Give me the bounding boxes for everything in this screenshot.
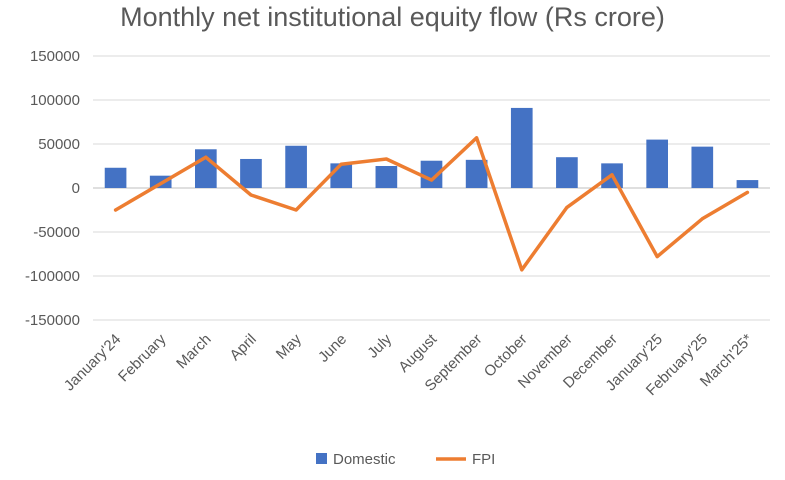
fpi-point	[249, 193, 253, 197]
bar-domestic	[330, 163, 353, 188]
fpi-point	[339, 162, 343, 166]
bar-domestic	[510, 107, 533, 188]
fpi-line-series	[113, 136, 750, 272]
fpi-point	[565, 205, 569, 209]
bar-domestic	[195, 149, 217, 188]
bar-domestic	[240, 158, 262, 188]
bar-domestic	[420, 160, 443, 188]
y-tick-label: -100000	[25, 268, 80, 285]
fpi-point	[475, 136, 479, 140]
fpi-point	[745, 190, 749, 194]
y-tick-label: 150000	[30, 48, 80, 65]
y-tick-label: 50000	[38, 136, 80, 153]
x-tick-label: May	[273, 330, 305, 362]
y-tick-label: -150000	[25, 312, 80, 329]
x-tick-label: February	[115, 330, 170, 385]
bar-domestic	[556, 157, 578, 188]
y-tick-label: 0	[72, 180, 80, 197]
fpi-point	[700, 217, 704, 221]
legend-swatch-domestic	[316, 453, 327, 464]
fpi-point	[520, 268, 524, 272]
bar-domestic	[104, 167, 127, 188]
fpi-point	[430, 178, 433, 182]
domestic-bars	[104, 107, 759, 188]
bar-domestic	[646, 139, 668, 188]
fpi-point	[610, 173, 614, 177]
x-tick-label: April	[227, 331, 260, 364]
bar-domestic	[375, 166, 398, 188]
y-tick-label: 100000	[30, 92, 80, 109]
fpi-point	[384, 157, 388, 161]
bar-domestic	[285, 145, 307, 188]
fpi-point	[159, 182, 163, 186]
y-axis: 150000 100000 50000 0 -50000 -100000 -150000	[25, 48, 80, 329]
x-tick-label: March	[173, 331, 214, 372]
chart-title: Monthly net institutional equity flow (R…	[120, 2, 665, 32]
bar-domestic	[736, 180, 759, 188]
legend-label-domestic: Domestic	[333, 451, 396, 468]
legend: Domestic FPI	[316, 451, 495, 468]
fpi-point	[655, 255, 659, 259]
x-tick-label: June	[315, 331, 350, 366]
y-tick-label: -50000	[33, 224, 80, 241]
x-tick-label: January'24	[61, 331, 125, 395]
fpi-point	[114, 208, 118, 212]
legend-label-fpi: FPI	[472, 451, 495, 468]
fpi-point	[294, 208, 298, 212]
bar-domestic	[691, 146, 714, 188]
bar-domestic	[465, 159, 488, 188]
x-tick-label: July	[364, 330, 395, 361]
fpi-point	[204, 155, 208, 159]
